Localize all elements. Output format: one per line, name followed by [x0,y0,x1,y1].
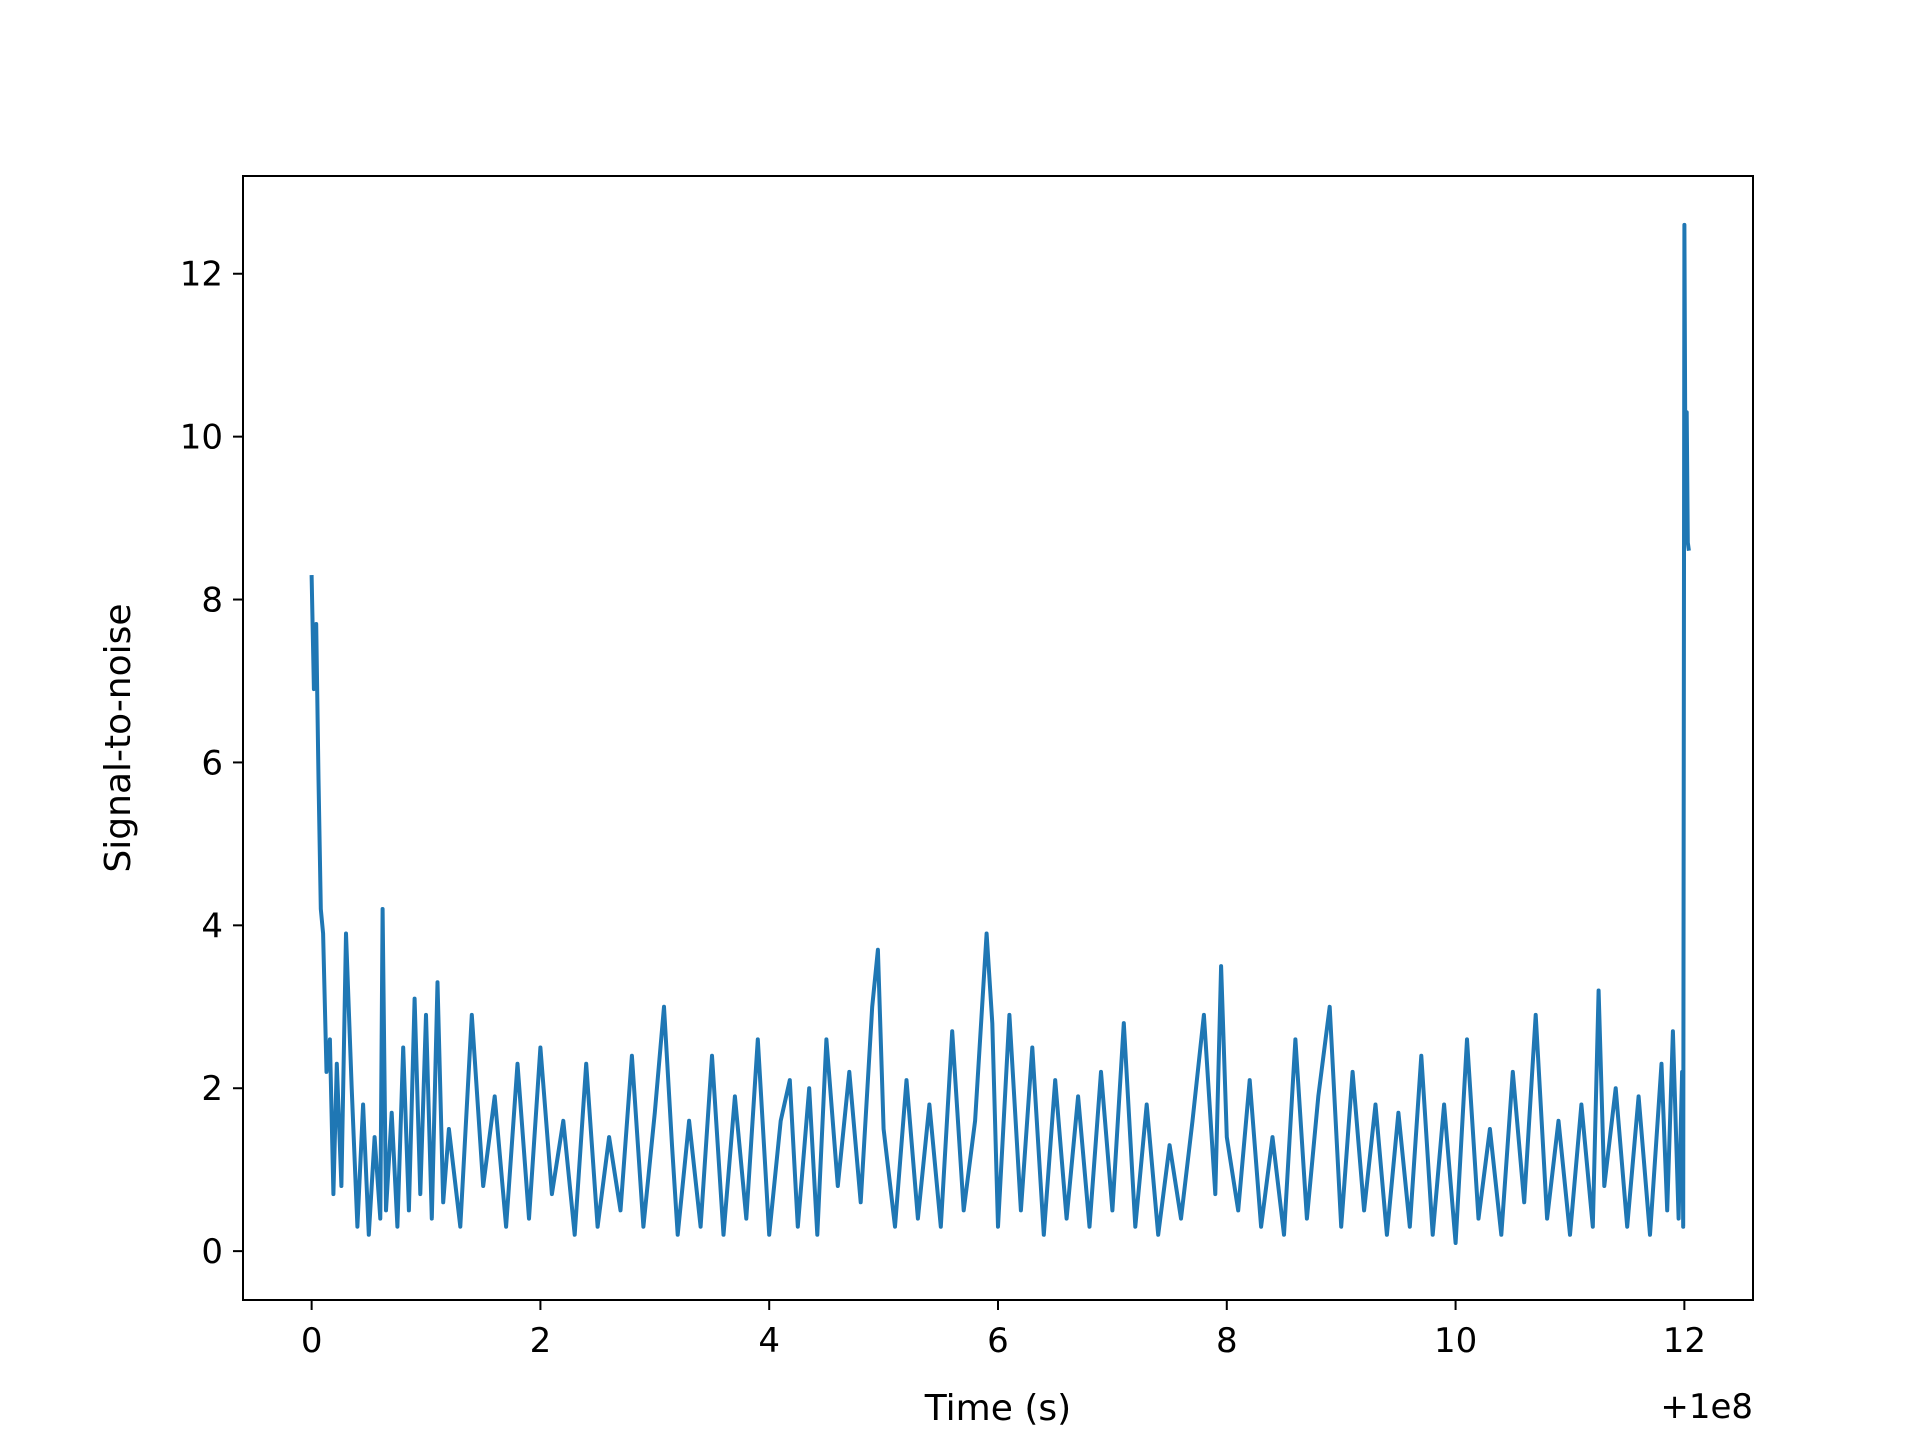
y-tick-label: 4 [201,906,223,946]
x-tick-label: 12 [1663,1321,1706,1361]
x-tick-label: 2 [530,1321,552,1361]
x-axis-offset-label: +1e8 [1660,1387,1753,1427]
y-tick-label: 2 [201,1069,223,1109]
snr-series-line [309,222,1691,1245]
x-tick-label: 0 [301,1321,323,1361]
y-tick-label: 8 [201,581,223,621]
x-tick-label: 10 [1434,1321,1477,1361]
x-tick-label: 8 [1216,1321,1238,1361]
x-tick-label: 6 [987,1321,1009,1361]
x-axis-title: Time (s) [924,1388,1071,1429]
plot-area [309,222,1691,1245]
y-tick-label: 12 [180,255,223,295]
y-axis-title: Signal-to-noise [98,603,139,872]
y-tick-label: 0 [201,1232,223,1272]
y-tick-label: 10 [180,418,223,458]
axis-ticks: 0 2 4 6 8 10 12 0 2 4 6 8 10 12 [180,255,1706,1361]
y-tick-label: 6 [201,743,223,783]
x-tick-label: 4 [758,1321,780,1361]
axes-frame [242,175,1754,1301]
